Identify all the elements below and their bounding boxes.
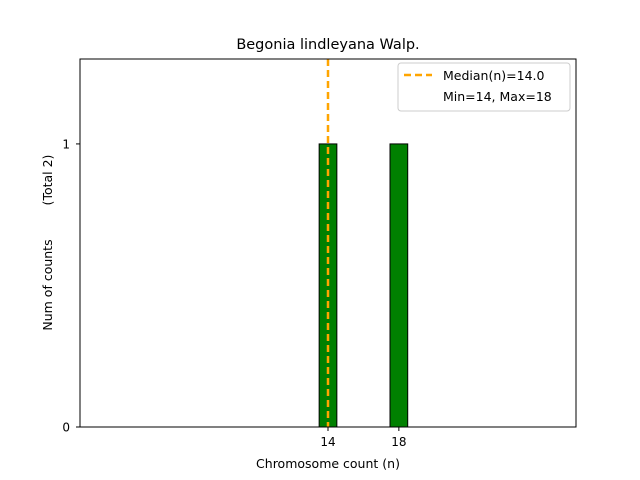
y-axis-label: Num of counts <box>40 239 55 330</box>
x-axis: 14 18 <box>320 427 406 449</box>
y-tick-label-0: 0 <box>62 421 70 435</box>
x-tick-label-18: 18 <box>391 435 406 449</box>
bars-layer <box>318 143 409 428</box>
legend-box <box>397 62 571 112</box>
y-tick-label-1: 1 <box>62 137 70 151</box>
y-axis-total-label: (Total 2) <box>40 155 55 206</box>
legend-entry-median: Median(n)=14.0 <box>443 68 544 83</box>
legend-entry-range: Min=14, Max=18 <box>443 89 552 104</box>
legend: Median(n)=14.0 Min=14, Max=18 <box>397 62 571 112</box>
x-axis-label: Chromosome count (n) <box>256 456 400 471</box>
bar-18 <box>389 143 409 428</box>
y-axis: 01 <box>62 137 80 435</box>
chart-title: Begonia lindleyana Walp. <box>236 37 419 53</box>
x-tick-label-14: 14 <box>320 435 335 449</box>
